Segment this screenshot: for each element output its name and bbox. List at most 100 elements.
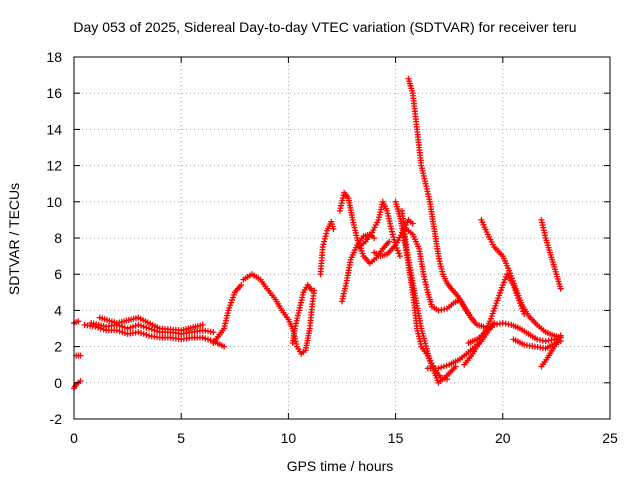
y-axis-label: SDTVAR / TECUs (6, 183, 22, 295)
y-tick-label: 0 (54, 375, 62, 391)
data-point (146, 325, 153, 332)
data-point (221, 343, 228, 350)
data-point (205, 336, 211, 343)
x-tick-label: 0 (70, 430, 78, 446)
data-point (322, 233, 329, 240)
data-point (394, 247, 401, 254)
data-point (321, 235, 328, 242)
data-point (119, 329, 126, 336)
data-point (518, 302, 525, 309)
series-arc-08 (240, 271, 318, 357)
data-point (113, 327, 120, 334)
data-point (127, 324, 134, 331)
data-point (199, 334, 206, 341)
series-arc-22 (461, 271, 528, 368)
series-arc-03 (71, 318, 82, 327)
y-tick-label: 16 (46, 85, 62, 101)
data-point (386, 238, 393, 245)
data-point (140, 323, 147, 330)
y-tick-label: 4 (54, 302, 62, 318)
data-point (520, 308, 527, 315)
x-axis-label: GPS time / hours (287, 458, 394, 474)
data-point (389, 228, 396, 235)
data-point (469, 316, 476, 323)
data-point (210, 329, 217, 336)
data-point (129, 323, 136, 330)
grid (74, 57, 610, 419)
series-arc-14 (371, 216, 416, 260)
x-tick-label: 5 (177, 430, 185, 446)
data-point (521, 311, 528, 318)
y-tick-label: 14 (46, 121, 62, 137)
x-tick-label: 10 (281, 430, 297, 446)
series-arc-05 (88, 320, 217, 337)
data-point (557, 332, 564, 339)
series-arc-23 (538, 216, 564, 292)
data-point (501, 276, 508, 283)
data-point (393, 244, 400, 251)
data-point (143, 331, 150, 338)
series-arc-09 (289, 282, 315, 346)
data-point (371, 235, 378, 241)
data-point (396, 253, 403, 260)
data-point (138, 330, 144, 337)
series-arc-13 (356, 198, 403, 260)
data-point (143, 324, 150, 331)
data-point (500, 279, 507, 286)
y-tick-label: -2 (50, 411, 63, 427)
y-tick-label: 2 (54, 339, 62, 355)
data-point (389, 231, 396, 238)
data-point (135, 321, 142, 328)
data-point (75, 318, 82, 325)
series-line (407, 78, 484, 328)
data-point (438, 364, 445, 371)
data-point (319, 244, 326, 251)
data-point (323, 230, 330, 237)
data-point (440, 363, 447, 370)
data-point (116, 328, 123, 335)
data-point (390, 234, 397, 241)
y-tick-label: 6 (54, 266, 62, 282)
series-arc-02 (73, 352, 84, 359)
data-point (199, 321, 206, 328)
data-point (388, 225, 395, 232)
data-point (124, 325, 131, 332)
data-point (132, 322, 139, 329)
chart-title: Day 053 of 2025, Sidereal Day-to-day VTE… (73, 19, 576, 35)
series-arc-25 (538, 332, 564, 370)
data-point (320, 241, 327, 248)
data-point (138, 322, 144, 329)
data-point (321, 238, 328, 245)
data-point (121, 324, 128, 331)
data-point (238, 282, 245, 289)
series-line (480, 219, 561, 339)
data-point (330, 225, 337, 232)
data-point (557, 285, 564, 292)
data-point (121, 330, 128, 337)
data-point (516, 300, 523, 307)
series-group (71, 75, 564, 392)
x-tick-label: 20 (495, 430, 511, 446)
y-tick-label: 18 (46, 49, 62, 65)
y-tick-label: 12 (46, 158, 62, 174)
data-point (135, 329, 142, 336)
data-point (435, 365, 442, 372)
series-arc-01 (71, 377, 84, 392)
series-arc-16 (399, 207, 459, 386)
series-arc-07 (210, 282, 245, 346)
series-arc-06 (96, 314, 206, 334)
y-tick-label: 10 (46, 194, 62, 210)
data-point (308, 287, 315, 294)
series-arc-17 (405, 75, 487, 330)
x-tick-label: 15 (388, 430, 404, 446)
series-line (243, 273, 315, 355)
data-point (452, 363, 459, 370)
data-point (499, 282, 506, 289)
series-arc-21 (478, 216, 564, 341)
data-point (443, 362, 450, 369)
data-point (409, 220, 416, 227)
data-point (148, 326, 155, 333)
data-point (77, 352, 84, 359)
axis-ticks: 0 5 10 15 20 25 -2 0 2 4 6 8 10 12 14 16 18 (46, 49, 618, 446)
y-tick-label: 8 (54, 230, 62, 246)
